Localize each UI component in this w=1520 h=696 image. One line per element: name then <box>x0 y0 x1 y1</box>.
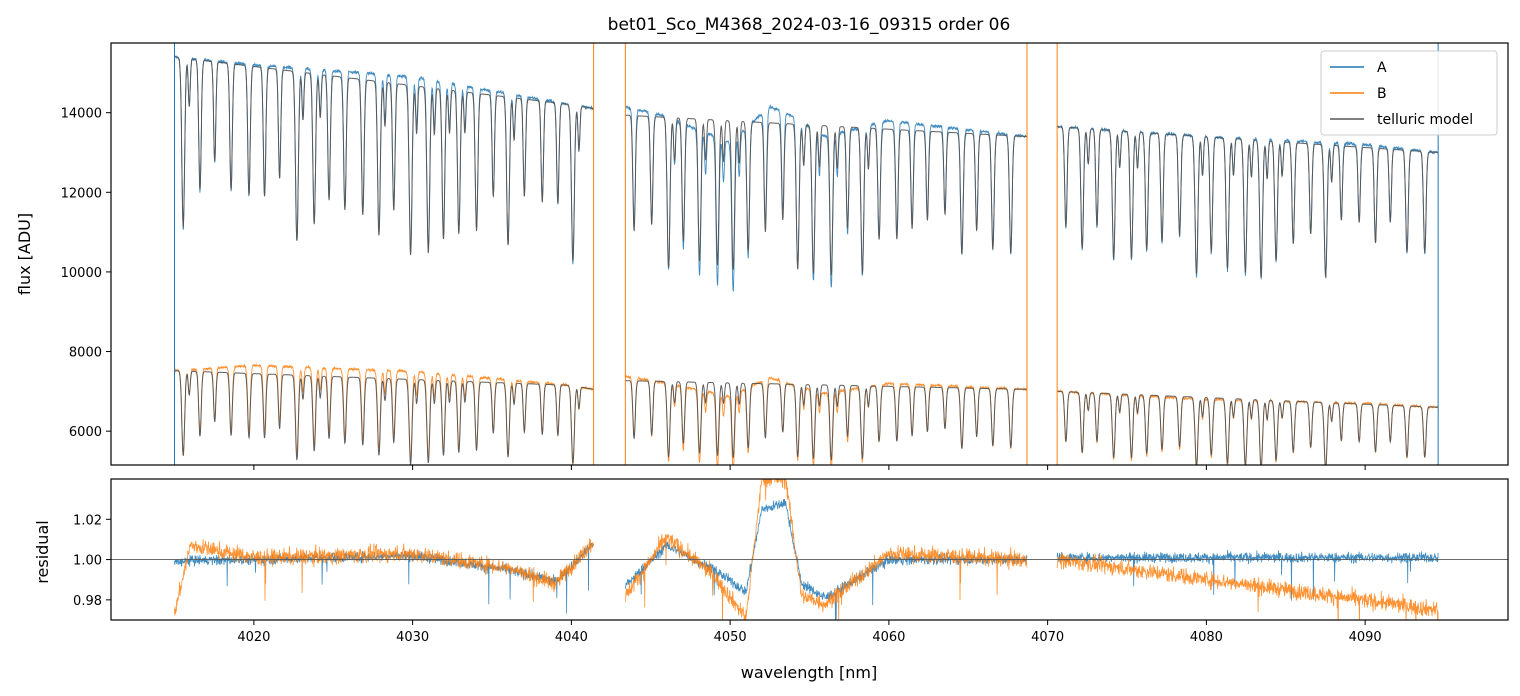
residual-panel: 0.98 1.00 1.02 4020 4030 4040 4050 4060 4070 408… <box>33 478 1509 682</box>
residual-x-tick-label: 4080 <box>1190 630 1223 645</box>
residual-y-tick-label: 1.00 <box>73 554 102 569</box>
legend: A B telluric model <box>1320 50 1498 136</box>
chart-title: bet01_Sco_M4368_2024-03-16_09315 order 0… <box>608 15 1011 35</box>
residual-y-tick-label: 0.98 <box>73 594 102 609</box>
residual-y-axis-label: residual <box>33 520 52 583</box>
model-line-b-segment-1 <box>174 370 594 465</box>
legend-label-model: telluric model <box>1377 112 1473 128</box>
residual-x-tick-label: 4070 <box>1031 630 1064 645</box>
model-line-b-segment-2 <box>625 380 1027 462</box>
flux-y-tick-label: 14000 <box>61 107 102 122</box>
flux-y-tick-label: 12000 <box>61 186 102 201</box>
flux-panel: 6000 8000 10000 12000 14000 flux [ADU] <box>15 42 1509 470</box>
residual-x-tick-label: 4020 <box>237 630 270 645</box>
flux-y-axis-label: flux [ADU] <box>15 213 34 295</box>
residual-line-b-segment-2 <box>625 479 1028 620</box>
flux-y-ticks: 6000 8000 10000 12000 14000 <box>61 107 111 440</box>
flux-line-a-segment-1 <box>174 55 594 265</box>
residual-line-b-segment-3 <box>1056 552 1439 620</box>
flux-panel-frame <box>110 42 1509 466</box>
residual-y-ticks: 0.98 1.00 1.02 <box>73 513 111 609</box>
residual-x-tick-label: 4040 <box>555 630 588 645</box>
model-line-a-segment-3 <box>1057 126 1439 279</box>
model-line-b-segment-3 <box>1056 390 1439 465</box>
residual-plot-area <box>111 479 1508 620</box>
residual-x-tick-label: 4090 <box>1349 630 1382 645</box>
model-line-a-segment-1 <box>174 56 594 261</box>
flux-x-ticks <box>253 465 1366 470</box>
residual-line-a-segment-2 <box>625 498 1028 620</box>
legend-box <box>1320 50 1498 136</box>
flux-y-tick-label: 10000 <box>61 266 102 281</box>
residual-x-ticks: 4020 4030 4040 4050 4060 4070 4080 4090 <box>237 620 1382 645</box>
flux-plot-area <box>174 43 1439 465</box>
residual-line-a-segment-3 <box>1056 549 1439 601</box>
residual-x-tick-label: 4060 <box>872 630 905 645</box>
flux-y-tick-label: 6000 <box>69 425 102 440</box>
x-axis-label: wavelength [nm] <box>741 663 878 682</box>
legend-label-b: B <box>1377 86 1387 102</box>
model-line-a-segment-2 <box>625 114 1027 276</box>
flux-y-tick-label: 8000 <box>69 346 102 361</box>
legend-label-a: A <box>1377 60 1387 76</box>
residual-y-tick-label: 1.02 <box>73 513 102 528</box>
residual-line-b-segment-1 <box>174 538 594 616</box>
flux-line-b-segment-1 <box>174 362 594 465</box>
residual-panel-frame <box>110 478 1509 621</box>
residual-x-tick-label: 4030 <box>396 630 429 645</box>
residual-x-tick-label: 4050 <box>714 630 747 645</box>
